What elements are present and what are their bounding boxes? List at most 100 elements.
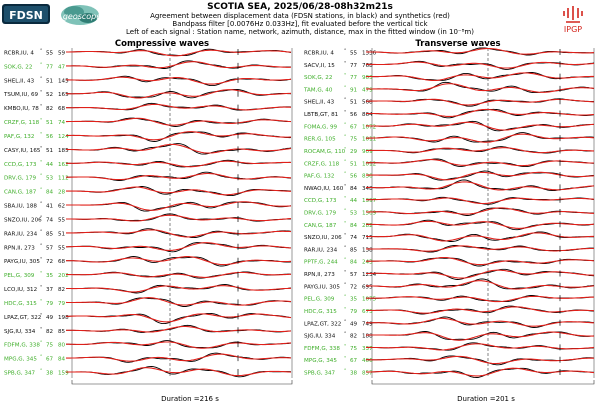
- station-distance: 56: [46, 134, 54, 140]
- station-distance: 51: [350, 100, 358, 106]
- synthetic-trace: [66, 256, 292, 266]
- station-max: 243: [362, 260, 373, 266]
- station-label: RCBR,IU, 4: [304, 51, 334, 57]
- synthetic-trace: [66, 160, 292, 168]
- synthetic-trace: [365, 121, 595, 131]
- station-distance: 51: [350, 161, 358, 167]
- station-max: 749: [362, 321, 373, 327]
- station-distance: 38: [350, 371, 358, 377]
- subtitle-2: Bandpass filter [0.0076Hz 0.033Hz], fit …: [172, 20, 428, 28]
- ipgp-emblem-icon: [563, 6, 583, 23]
- data-trace: [66, 366, 292, 378]
- fdsn-logo: FDSN: [2, 4, 50, 24]
- station-azimuth-mark: °: [344, 306, 346, 312]
- fdsn-logo-text: FDSN: [9, 9, 43, 22]
- synthetic-trace: [366, 207, 595, 215]
- station-max: 82: [58, 287, 65, 293]
- station-max: 282: [362, 223, 373, 229]
- station-max: 59: [58, 51, 66, 57]
- synthetic-trace: [366, 61, 595, 69]
- data-trace: [66, 312, 292, 325]
- synthetic-trace: [366, 355, 594, 365]
- duration-bracket: [71, 380, 293, 385]
- station-max: 55: [58, 245, 66, 251]
- station-label: CRZF,G, 118: [304, 161, 340, 167]
- station-distance: 67: [350, 124, 358, 130]
- station-max: 768: [362, 63, 373, 69]
- station-max: 79: [58, 301, 66, 307]
- synthetic-trace: [66, 49, 292, 57]
- station-max: 68: [58, 259, 66, 265]
- data-trace: [66, 284, 292, 294]
- station-max: 145: [58, 78, 69, 84]
- station-distance: 35: [350, 297, 358, 303]
- station-label: LBTB,GT, 81: [304, 112, 339, 118]
- station-azimuth-mark: °: [40, 48, 42, 54]
- station-azimuth-mark: °: [344, 134, 346, 140]
- station-distance: 85: [46, 231, 54, 237]
- station-max: 124: [58, 134, 69, 140]
- synthetic-trace: [65, 297, 292, 306]
- station-distance: 84: [350, 260, 358, 266]
- station-azimuth-mark: °: [344, 368, 346, 374]
- synthetic-trace: [66, 186, 291, 196]
- station-distance: 75: [350, 346, 358, 352]
- station-azimuth-mark: °: [40, 90, 42, 96]
- synthetic-trace: [366, 108, 595, 117]
- station-azimuth-mark: °: [344, 356, 346, 362]
- station-label: SPB,G, 347: [304, 371, 336, 377]
- station-label: HDC,G, 315: [4, 301, 37, 307]
- station-azimuth-mark: °: [344, 319, 346, 325]
- station-azimuth-mark: °: [40, 62, 42, 68]
- station-distance: 79: [350, 309, 358, 315]
- station-label: FDFM,G, 338: [304, 346, 340, 352]
- station-distance: 56: [350, 112, 358, 118]
- station-distance: 77: [350, 75, 358, 81]
- synthetic-trace: [366, 171, 595, 181]
- station-max: 479: [362, 87, 373, 93]
- station-label: SOK,G, 22: [4, 64, 32, 70]
- page-title: SCOTIA SEA, 2025/06/28-08h32m21s: [207, 2, 393, 12]
- synthetic-trace: [66, 89, 292, 99]
- synthetic-trace: [366, 256, 595, 266]
- station-max: 830: [362, 174, 373, 180]
- station-distance: 85: [350, 247, 358, 253]
- station-label: DRV,G, 179: [4, 176, 37, 182]
- station-label: SOK,G, 22: [304, 75, 332, 81]
- station-label: RPN,II, 273: [304, 272, 335, 278]
- station-azimuth-mark: °: [40, 340, 42, 346]
- compressive-panel-title: Compressive waves: [115, 39, 209, 49]
- station-label: PAF,G, 132: [304, 174, 334, 180]
- synthetic-trace: [366, 331, 594, 341]
- synthetic-trace: [366, 83, 595, 93]
- station-azimuth-mark: °: [40, 118, 42, 124]
- synthetic-trace: [66, 271, 291, 278]
- station-azimuth-mark: °: [344, 208, 346, 214]
- station-azimuth-mark: °: [40, 368, 42, 374]
- station-max: 337: [362, 346, 373, 352]
- synthetic-trace: [66, 242, 292, 251]
- station-distance: 44: [350, 198, 358, 204]
- station-distance: 77: [46, 64, 54, 70]
- station-azimuth-mark: °: [40, 326, 42, 332]
- station-distance: 82: [46, 106, 53, 112]
- synthetic-trace: [66, 367, 292, 377]
- station-label: MPG,G, 345: [4, 357, 37, 363]
- synthetic-trace: [366, 197, 595, 205]
- station-max: 138: [362, 247, 373, 253]
- synthetic-trace: [66, 325, 292, 333]
- station-label: SACV,II, 15: [304, 63, 335, 69]
- station-label: KMBO,IU, 78: [4, 106, 39, 112]
- station-distance: 74: [350, 235, 358, 241]
- station-max: 857: [362, 371, 373, 377]
- station-azimuth-mark: °: [344, 343, 346, 349]
- station-distance: 51: [46, 78, 54, 84]
- station-label: RCBR,IU, 4: [4, 51, 34, 57]
- station-distance: 67: [350, 358, 358, 364]
- synthetic-trace: [66, 313, 292, 323]
- synthetic-trace: [66, 229, 292, 238]
- station-azimuth-mark: °: [40, 131, 42, 137]
- duration-bracket: [371, 380, 595, 385]
- station-label: SNZO,IU, 206: [304, 235, 342, 241]
- synthetic-trace: [66, 103, 292, 111]
